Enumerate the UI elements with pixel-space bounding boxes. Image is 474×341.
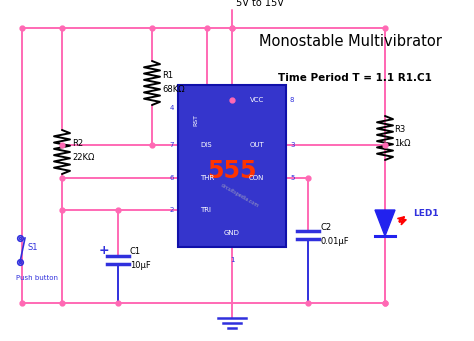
- Text: 10μF: 10μF: [130, 262, 151, 270]
- Text: 0.01μF: 0.01μF: [321, 237, 350, 246]
- Text: 5: 5: [290, 175, 294, 181]
- Text: DIS: DIS: [200, 142, 211, 148]
- Text: 1: 1: [230, 257, 234, 263]
- Text: 7: 7: [170, 142, 174, 148]
- Text: RST: RST: [193, 114, 199, 126]
- Text: R2: R2: [72, 139, 83, 148]
- Polygon shape: [375, 210, 395, 236]
- Text: 4: 4: [170, 105, 174, 111]
- Text: OUT: OUT: [249, 142, 264, 148]
- Text: circuitspedia.com: circuitspedia.com: [220, 183, 260, 209]
- Text: S1: S1: [28, 242, 38, 252]
- Text: GND: GND: [224, 230, 240, 236]
- Text: 3: 3: [290, 142, 294, 148]
- Text: C1: C1: [130, 248, 141, 256]
- Text: CON: CON: [249, 175, 264, 181]
- Text: 5V to 15V: 5V to 15V: [236, 0, 284, 8]
- Text: R1: R1: [162, 71, 173, 79]
- Text: 555: 555: [207, 159, 257, 183]
- Text: 1kΩ: 1kΩ: [394, 139, 410, 148]
- Text: C2: C2: [321, 222, 332, 232]
- Text: Push button: Push button: [16, 275, 58, 281]
- Text: LED1: LED1: [413, 208, 438, 218]
- Text: +: +: [99, 244, 109, 257]
- Text: 2: 2: [170, 207, 174, 213]
- Text: 68KΩ: 68KΩ: [162, 85, 185, 93]
- Text: 8: 8: [290, 97, 294, 103]
- Bar: [178, 85, 286, 247]
- Text: VCC: VCC: [250, 97, 264, 103]
- Text: R3: R3: [394, 125, 405, 134]
- Text: 22KΩ: 22KΩ: [72, 153, 94, 163]
- Text: Monostable Multivibrator: Monostable Multivibrator: [258, 34, 441, 49]
- Text: THR: THR: [200, 175, 214, 181]
- Text: TRI: TRI: [200, 207, 211, 213]
- Text: Time Period T = 1.1 R1.C1: Time Period T = 1.1 R1.C1: [278, 73, 432, 83]
- Text: 6: 6: [170, 175, 174, 181]
